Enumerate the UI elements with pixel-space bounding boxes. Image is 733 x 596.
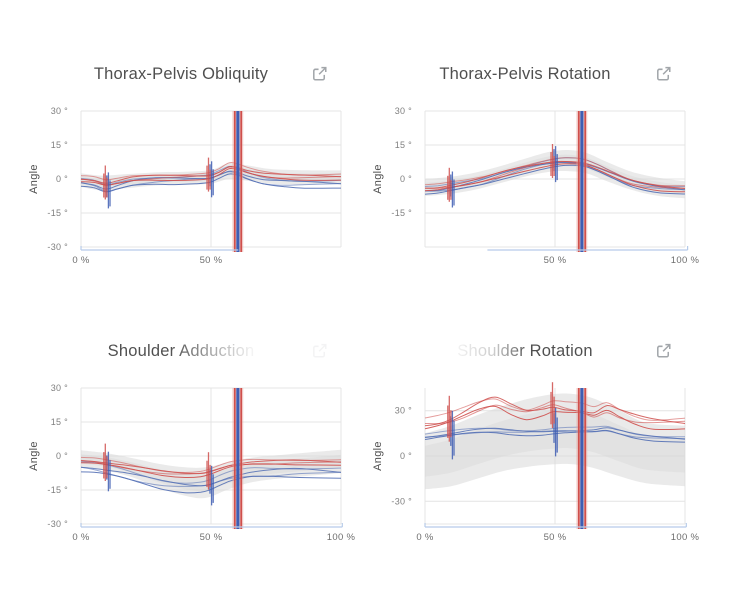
chart-title: Shoulder Rotation <box>457 342 593 360</box>
chart-panel-thorax-pelvis-rotation: Thorax-Pelvis Rotation 30 ° 15 ° 0 ° -15 ° 5… <box>365 60 710 275</box>
trial-curves-blue <box>424 425 686 443</box>
trial-curves-red <box>80 456 342 479</box>
svg-text:-30 °: -30 ° <box>47 519 68 529</box>
svg-text:30 °: 30 ° <box>51 383 68 393</box>
x-axis <box>80 523 343 528</box>
svg-text:50 %: 50 % <box>200 532 223 543</box>
svg-text:-30 °: -30 ° <box>391 496 412 506</box>
svg-text:0 %: 0 % <box>72 255 90 266</box>
chart-panel-shoulder-adduction: Shoulder Adduction 30 ° 15 ° 0 ° -15 ° -30 °… <box>21 337 366 552</box>
event-markers <box>447 382 558 460</box>
axis-labels: 30 ° 15 ° 0 ° -15 ° -30 ° 0 % 50 % 100 % Angle <box>28 383 355 543</box>
svg-text:0 %: 0 % <box>416 532 434 543</box>
gait-cycle-marker <box>232 388 244 529</box>
svg-text:15 °: 15 ° <box>395 140 412 150</box>
svg-text:100 %: 100 % <box>671 255 700 266</box>
svg-text:50 %: 50 % <box>544 532 567 543</box>
open-in-new-window-button[interactable] <box>308 64 330 86</box>
gait-cycle-marker <box>576 388 588 529</box>
y-axis-title: Angle <box>28 164 40 194</box>
external-link-icon <box>656 66 671 81</box>
y-axis-title: Angle <box>372 441 384 471</box>
trial-curves-red <box>424 396 686 431</box>
open-in-new-window-button[interactable] <box>652 341 674 363</box>
svg-text:30 °: 30 ° <box>395 406 412 416</box>
chart-header: Thorax-Pelvis Rotation <box>365 63 685 85</box>
chart-header: Shoulder Adduction <box>21 340 341 362</box>
x-axis <box>424 523 687 528</box>
chart-title: Thorax-Pelvis Rotation <box>439 65 611 83</box>
chart-header: Shoulder Rotation <box>365 340 685 362</box>
svg-text:15 °: 15 ° <box>51 417 68 427</box>
chart-title: Shoulder Adduction <box>107 342 255 360</box>
axis-labels: 30 ° 0 ° -30 ° 0 % 50 % 100 % Angle <box>372 406 699 543</box>
axis-labels: 30 ° 15 ° 0 ° -15 ° 50 % 100 % Angle <box>372 106 699 266</box>
svg-text:30 °: 30 ° <box>395 106 412 116</box>
chart-panel-thorax-pelvis-obliquity: Thorax-Pelvis Obliquity 30 ° 15 ° 0 ° -15 °… <box>21 60 366 275</box>
svg-text:0 °: 0 ° <box>400 174 412 184</box>
chart-plot: 30 ° 15 ° 0 ° -15 ° 50 % 100 % Angle <box>372 106 699 266</box>
svg-text:30 °: 30 ° <box>51 106 68 116</box>
svg-text:15 °: 15 ° <box>51 140 68 150</box>
y-axis-title: Angle <box>28 441 40 471</box>
chart-plot: 30 ° 15 ° 0 ° -15 ° -30 ° 0 % 50 % 100 % Angle <box>28 383 355 543</box>
x-axis <box>487 246 689 251</box>
svg-text:-30 °: -30 ° <box>47 242 68 252</box>
external-link-icon <box>312 66 327 81</box>
event-markers <box>103 157 214 209</box>
axis-labels: 30 ° 15 ° 0 ° -15 ° -30 ° 0 % 50 % Angle <box>28 106 223 266</box>
external-link-icon <box>312 343 327 358</box>
svg-text:0 %: 0 % <box>72 532 90 543</box>
open-in-new-window-button[interactable] <box>652 64 674 86</box>
event-markers <box>447 144 558 208</box>
svg-text:50 %: 50 % <box>200 255 223 266</box>
y-axis-title: Angle <box>372 164 384 194</box>
chart-panel-shoulder-rotation: Shoulder Rotation 30 ° 0 ° -30 ° 0 % 50 % 100… <box>365 337 710 552</box>
svg-text:50 %: 50 % <box>544 255 567 266</box>
gait-cycle-marker <box>576 111 588 252</box>
svg-text:-15 °: -15 ° <box>47 208 68 218</box>
x-axis <box>80 246 239 251</box>
trial-curves-red <box>424 157 686 193</box>
trial-curves-blue <box>80 461 342 494</box>
chart-plot: 30 ° 0 ° -30 ° 0 % 50 % 100 % Angle <box>372 382 699 543</box>
chart-header: Thorax-Pelvis Obliquity <box>21 63 341 85</box>
svg-text:100 %: 100 % <box>671 532 700 543</box>
svg-text:0 °: 0 ° <box>400 451 412 461</box>
event-markers <box>103 443 214 506</box>
chart-title: Thorax-Pelvis Obliquity <box>93 65 269 83</box>
open-in-new-window-button[interactable] <box>308 341 330 363</box>
svg-text:-15 °: -15 ° <box>47 485 68 495</box>
trial-curves-red <box>80 161 342 186</box>
svg-text:100 %: 100 % <box>327 532 356 543</box>
external-link-icon <box>656 343 671 358</box>
svg-text:0 °: 0 ° <box>56 174 68 184</box>
svg-text:0 °: 0 ° <box>56 451 68 461</box>
svg-text:-15 °: -15 ° <box>391 208 412 218</box>
gait-cycle-marker <box>232 111 244 252</box>
chart-plot: 30 ° 15 ° 0 ° -15 ° -30 ° 0 % 50 % Angle <box>28 106 342 266</box>
